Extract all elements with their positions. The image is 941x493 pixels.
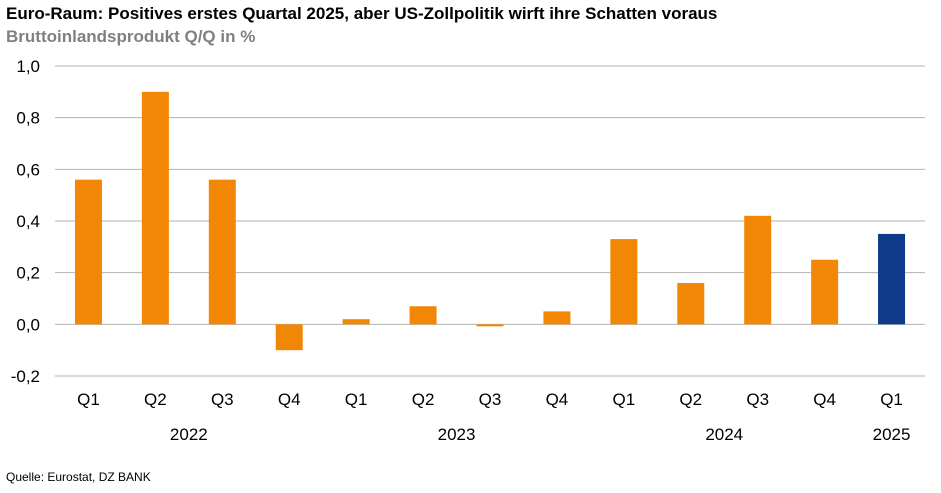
bar-3 [208, 179, 236, 325]
chart-subtitle: Bruttoinlandsprodukt Q/Q in % [6, 27, 256, 46]
bar-1 [74, 179, 102, 325]
bar-5 [342, 319, 370, 325]
x-tick-label: Q1 [880, 390, 903, 409]
x-tick-label: Q2 [412, 390, 435, 409]
bar-8 [543, 311, 571, 325]
x-tick-label: Q4 [278, 390, 301, 409]
bars [74, 91, 906, 351]
x-tick-label: Q2 [679, 390, 702, 409]
x-axis-year-labels: 2022 2023 2024 2025 [170, 425, 911, 444]
y-tick-label: 0,0 [16, 315, 40, 334]
year-label: 2022 [170, 425, 208, 444]
y-tick-label: 0,8 [16, 109, 40, 128]
bar-12 [811, 259, 839, 325]
bar-7 [476, 324, 504, 327]
x-tick-label: Q4 [546, 390, 569, 409]
x-tick-label: Q1 [345, 390, 368, 409]
x-tick-label: Q4 [813, 390, 836, 409]
year-label: 2023 [438, 425, 476, 444]
x-tick-label: Q2 [144, 390, 167, 409]
y-tick-label: -0,2 [11, 367, 40, 386]
bar-6 [409, 306, 437, 325]
bar-11 [744, 215, 772, 325]
source-note: Quelle: Eurostat, DZ BANK [6, 470, 151, 484]
x-axis-tick-labels: Q1 Q2 Q3 Q4 Q1 Q2 Q3 Q4 Q1 Q2 Q3 Q4 Q1 [77, 390, 903, 409]
x-tick-label: Q3 [479, 390, 502, 409]
x-tick-label: Q1 [77, 390, 100, 409]
gridlines [55, 65, 925, 377]
x-tick-label: Q3 [746, 390, 769, 409]
bar-2 [141, 91, 169, 325]
year-label: 2024 [705, 425, 743, 444]
bar-4 [275, 324, 303, 351]
bar-10 [677, 283, 705, 325]
y-tick-label: 0,2 [16, 264, 40, 283]
y-tick-label: 0,4 [16, 212, 40, 231]
y-tick-label: 1,0 [16, 57, 40, 76]
bar-9 [610, 239, 638, 325]
year-label: 2025 [873, 425, 911, 444]
bar-13 [878, 233, 906, 325]
x-tick-label: Q1 [613, 390, 636, 409]
chart-title: Euro-Raum: Positives erstes Quartal 2025… [6, 4, 718, 23]
y-axis-tick-labels: -0,2 0,0 0,2 0,4 0,6 0,8 1,0 [11, 57, 40, 386]
y-tick-label: 0,6 [16, 160, 40, 179]
x-tick-label: Q3 [211, 390, 234, 409]
bar-chart: -0,20,00,20,40,60,81,0 Q1 Q2 Q3 Q4 Q1 Q2 Q3 Q4 Q… [11, 57, 925, 444]
